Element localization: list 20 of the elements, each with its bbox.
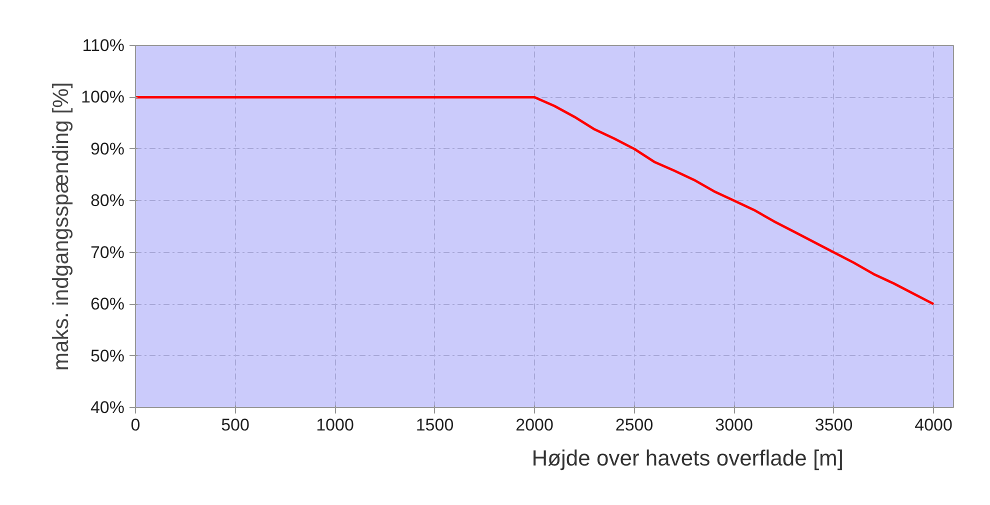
y-tick-label: 50% <box>90 346 125 366</box>
y-tick-label: 60% <box>90 294 125 314</box>
x-tick-label: 2000 <box>516 416 554 434</box>
line-series <box>136 96 935 306</box>
x-tick-label: 4000 <box>914 416 952 434</box>
x-tick-label: 2500 <box>615 416 654 434</box>
y-tick-label: 40% <box>90 398 125 417</box>
x-tick-label: 3000 <box>715 416 753 434</box>
y-tick-label: 80% <box>90 191 125 210</box>
x-tick-label: 3500 <box>814 416 853 434</box>
x-tick-label: 0 <box>130 416 140 434</box>
x-tick-label: 1500 <box>416 416 454 434</box>
y-tick-label: 100% <box>81 88 125 107</box>
y-tick-label: 70% <box>90 242 125 262</box>
x-axis-title: Højde over havets overflade [m] <box>532 446 844 470</box>
x-tick-label: 1000 <box>316 416 354 434</box>
y-tick-label: 90% <box>90 139 125 158</box>
y-axis-title: maks. indgangsspænding [%] <box>48 82 74 371</box>
x-tick-label: 500 <box>221 416 250 434</box>
y-tick-label: 110% <box>82 36 124 55</box>
